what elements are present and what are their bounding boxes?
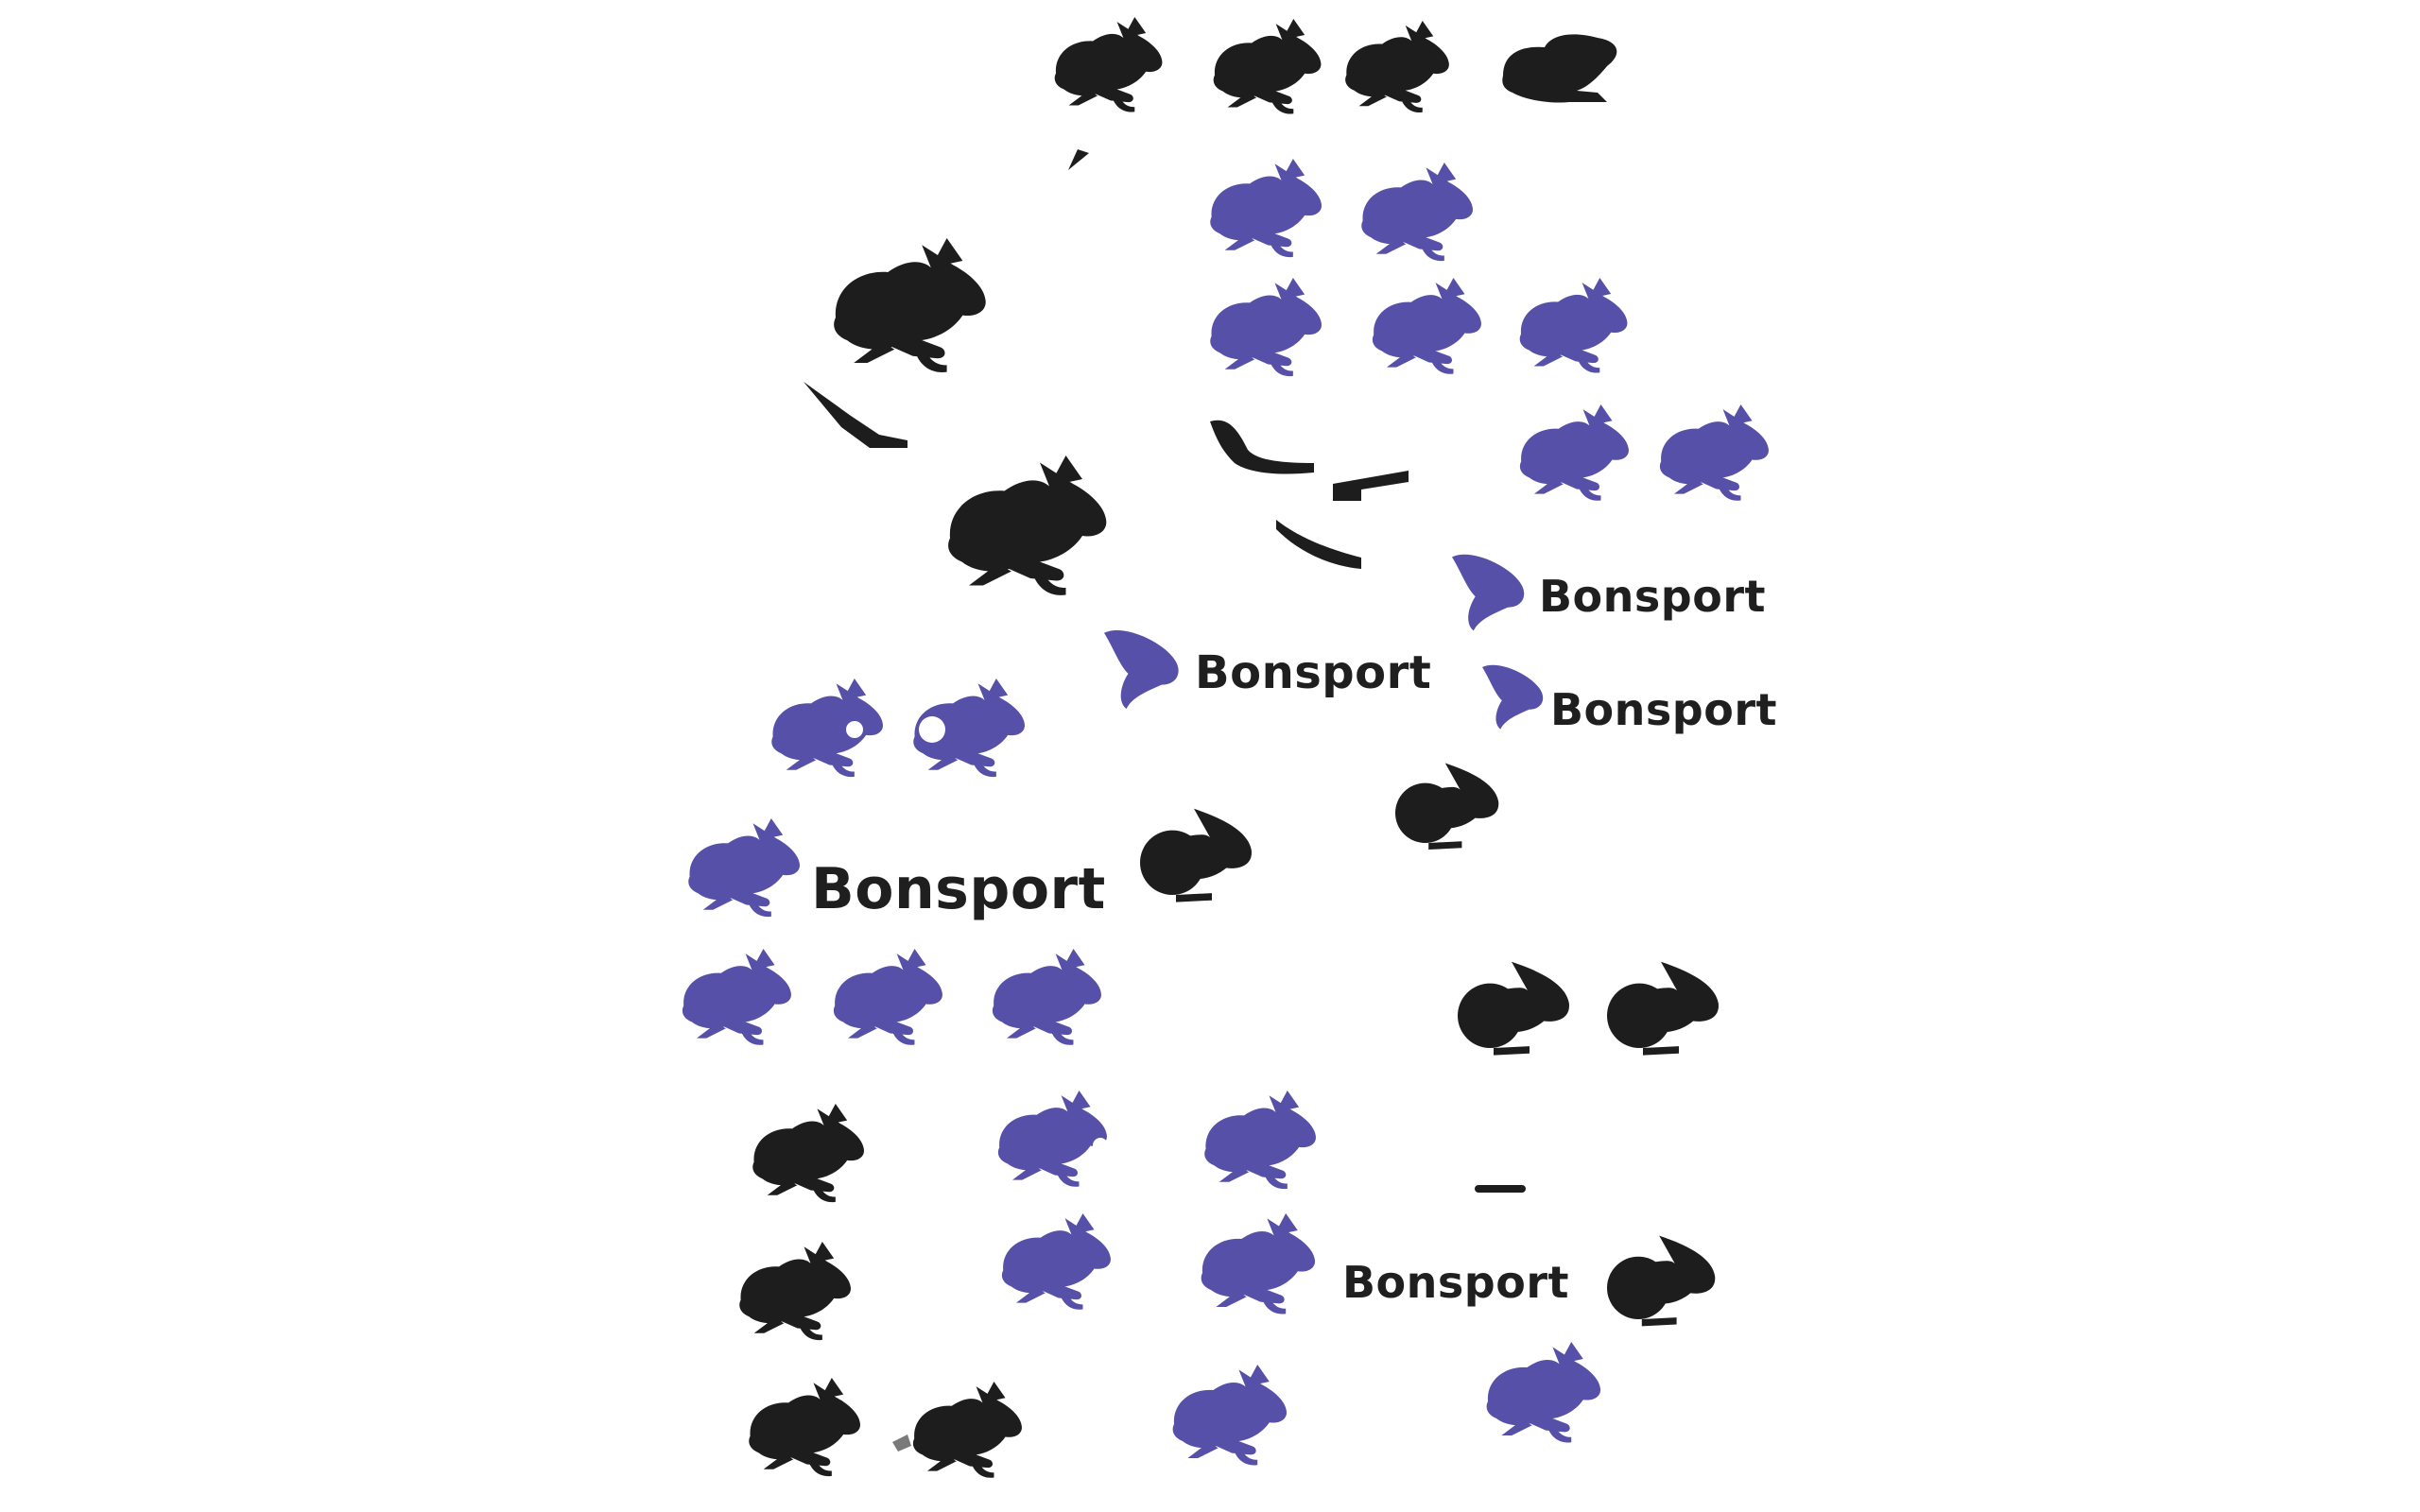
rabbit-leg-fragment-icon [1333,471,1409,501]
black-rabbit-column-bottom [739,1104,1022,1478]
rabbit-icon [1519,278,1628,373]
rabbit-icon [1204,1091,1316,1190]
rabbit-icon [682,949,791,1045]
brand-wordmark: Bonsport [1539,571,1766,622]
rabbit-icon [833,949,942,1045]
rabbit-icon [1372,278,1481,374]
rabbit-icon [688,818,800,918]
rabbit-with-eye-icon [997,1091,1107,1187]
brand-wordmark: Bonsport [1342,1257,1569,1308]
rabbit-ear-fragment-icon [1068,149,1089,170]
brand-wordmark: Bonsport [1550,684,1777,735]
blue-rabbit-cluster-top [1210,159,1769,501]
rabbit-head-icon [1452,554,1525,631]
rabbit-round-body-icon [1395,763,1499,850]
rabbit-icon [1054,17,1163,112]
rabbit-leg-fragment-icon [1276,520,1361,569]
rabbit-icon [1172,1365,1288,1466]
rabbit-icon [912,1382,1022,1478]
rabbit-leg-fragment-icon [892,1435,911,1452]
rabbit-round-body-icon [1607,961,1719,1056]
rabbit-icon [1486,1342,1601,1443]
brand-wordmark: Bonsport [1195,646,1432,699]
rabbit-round-body-icon [1140,808,1252,902]
rabbit-round-body-icon [1607,1235,1716,1327]
rabbit-leg-fragment-icon [1475,1185,1526,1193]
rabbit-icon [1519,404,1629,501]
blue-rabbit-row-middle [682,949,1601,1466]
rabbit-sitting-icon [1502,34,1617,103]
rabbit-icon [749,1378,860,1477]
rabbit-with-eye-icon [771,679,883,778]
rabbit-leg-fragment-icon [1210,420,1314,474]
rabbit-icon [1001,1213,1111,1310]
rabbit-icon [1345,21,1449,113]
rabbit-icon [1201,1213,1316,1314]
wordmark-heads [1104,554,1544,730]
brand-wordmark: Bonsport [811,856,1106,922]
rabbit-leg-fragment-icon [804,382,908,448]
rabbit-icon [834,238,986,372]
rabbit-icon [1213,19,1322,114]
rabbit-icon [1361,163,1473,262]
rabbit-round-body-icon [1458,961,1569,1056]
black-round-rabbits [1140,763,1719,1327]
rabbit-icon [752,1104,864,1203]
rabbit-icon [948,455,1107,595]
large-black-rabbits [804,238,1409,595]
rabbit-head-icon [1104,629,1179,710]
blue-eyed-rabbits [688,679,1025,918]
rabbit-icon [739,1242,851,1341]
rabbit-icon [1210,159,1322,258]
rabbit-head-icon [1482,664,1544,730]
top-black-rabbit-row [1054,17,1617,170]
rabbit-icon [1659,404,1769,501]
rabbit-icon [1210,278,1322,377]
rabbit-icon [992,949,1101,1045]
